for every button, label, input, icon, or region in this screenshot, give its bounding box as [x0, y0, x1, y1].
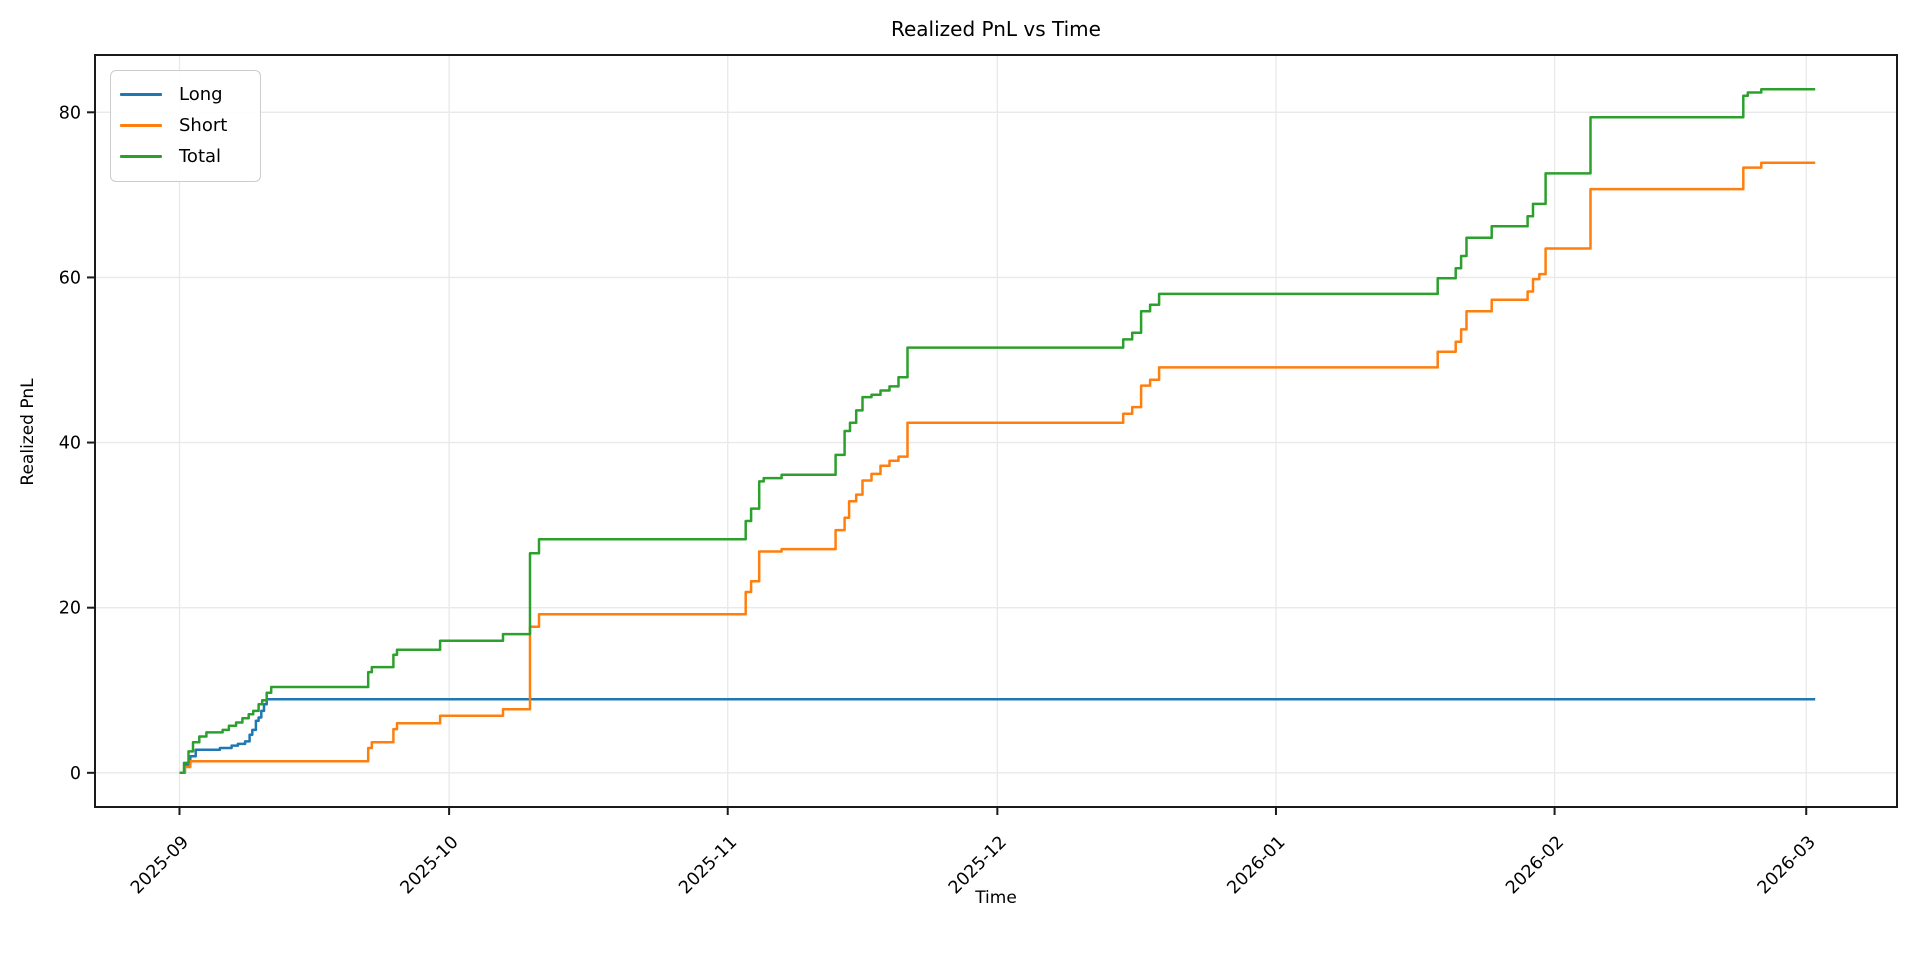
legend-item-total: Total	[120, 141, 252, 172]
short-series-line	[179, 161, 1816, 775]
y-tick-label: 20	[59, 599, 81, 619]
short-line-swatch	[120, 124, 162, 127]
y-tick-label: 80	[59, 103, 81, 123]
legend-item-long: Long	[120, 79, 252, 110]
long-line-swatch	[120, 93, 162, 96]
x-axis-label: Time	[975, 888, 1017, 908]
y-tick-label: 60	[59, 268, 81, 288]
y-tick-label: 40	[59, 434, 81, 454]
total-line-swatch	[120, 155, 162, 158]
long-series-line	[179, 698, 1816, 775]
legend-label-total: Total	[179, 145, 222, 167]
axes-spines	[94, 54, 1898, 808]
legend-label-short: Short	[179, 114, 228, 136]
chart-title: Realized PnL vs Time	[891, 17, 1101, 41]
legend: Long Short Total	[110, 70, 261, 182]
legend-item-short: Short	[120, 110, 252, 141]
y-axis-label: Realized PnL	[18, 378, 38, 486]
legend-label-long: Long	[179, 83, 223, 105]
y-tick-label: 0	[70, 764, 81, 784]
total-series-line	[179, 87, 1816, 775]
